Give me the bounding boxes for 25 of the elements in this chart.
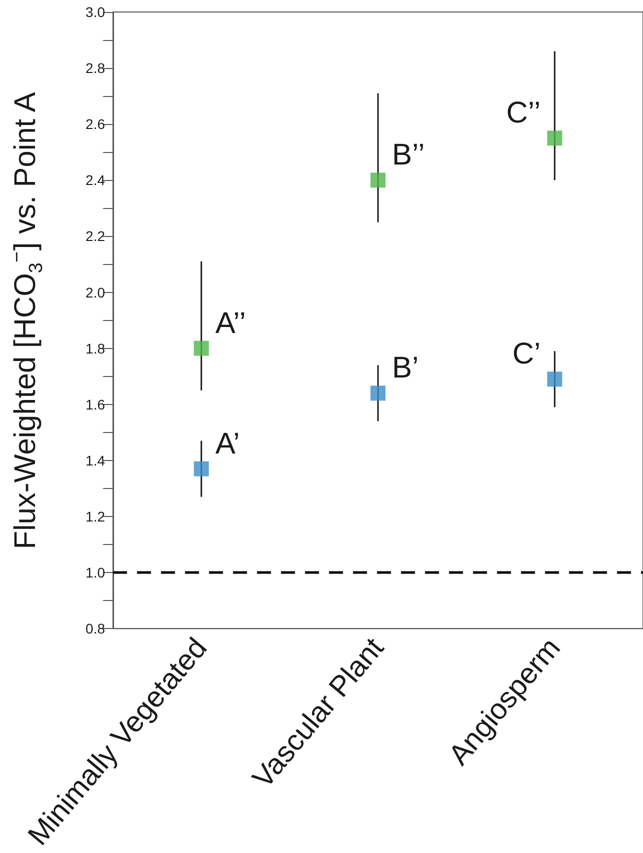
y-axis-title: Flux-Weighted [HCO3−] vs. Point A xyxy=(7,92,47,550)
point xyxy=(370,172,386,188)
y-tick-label: 1.4 xyxy=(86,452,106,468)
y-tick-label: 2.0 xyxy=(86,284,106,300)
annotation: C’ xyxy=(512,338,541,371)
y-tick-label: 3.0 xyxy=(86,4,106,20)
y-tick-label: 0.8 xyxy=(86,620,106,637)
y-tick-label: 1.0 xyxy=(86,564,106,581)
point xyxy=(194,340,209,356)
y-tick-label: 1.8 xyxy=(86,340,106,356)
point xyxy=(194,461,209,476)
y-tick-label: 2.8 xyxy=(86,60,106,76)
point xyxy=(370,386,386,401)
y-tick-label: 2.6 xyxy=(86,116,106,132)
y-tick-label: 2.2 xyxy=(86,228,106,244)
annotation: B’’ xyxy=(392,138,425,172)
annotation: B’ xyxy=(392,352,419,385)
point xyxy=(547,130,562,146)
y-tick-label: 1.6 xyxy=(86,396,106,412)
annotation: A’ xyxy=(215,427,240,460)
annotation: A’’ xyxy=(215,306,246,340)
y-tick-label: 2.4 xyxy=(86,172,106,188)
y-tick-label: 1.2 xyxy=(86,508,106,524)
point xyxy=(547,372,562,387)
annotation: C’’ xyxy=(506,96,541,130)
